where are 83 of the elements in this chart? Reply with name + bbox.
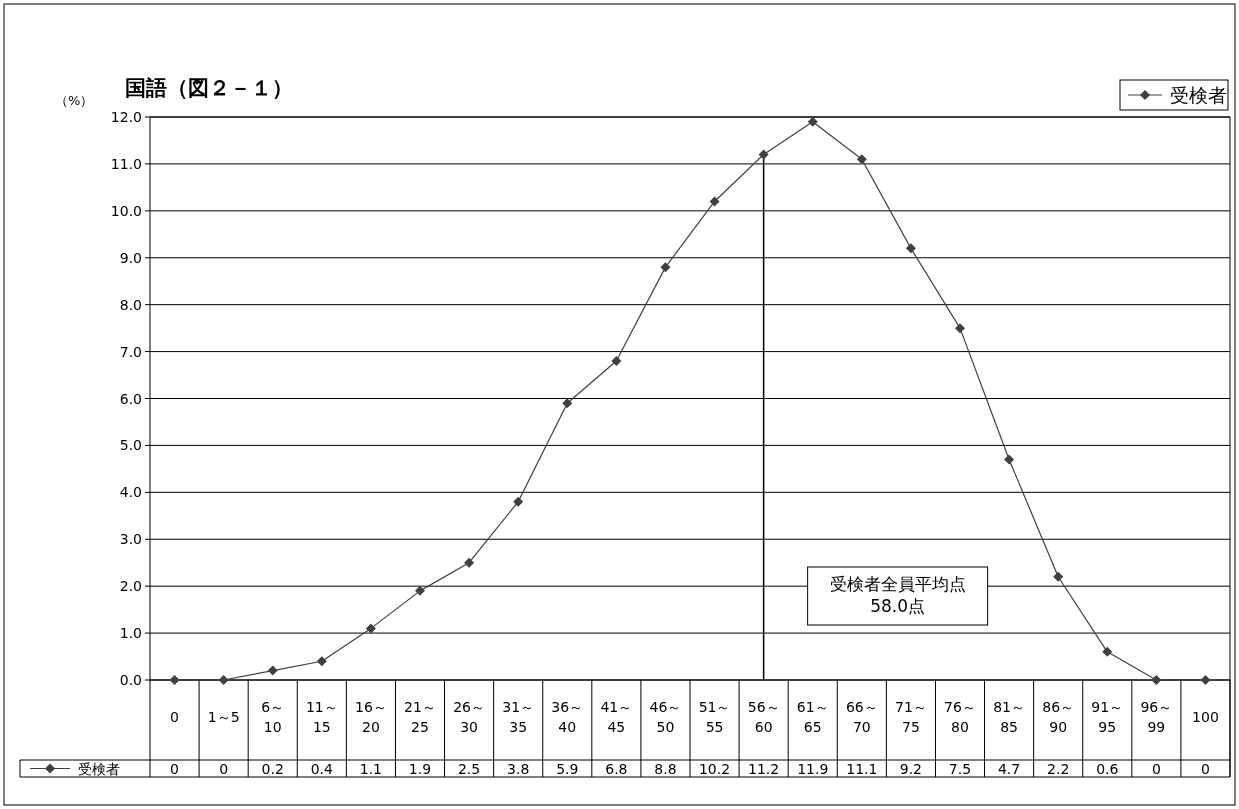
data-label: 9.2 [899,761,923,777]
y-axis-title: （%） [55,93,94,108]
y-tick-label: 2.0 [119,578,142,595]
x-tick-label: 36～40 [551,699,584,735]
point [513,496,524,507]
x-tick-label: 66～70 [845,699,878,735]
y-tick-label: 3.0 [119,531,142,548]
x-tick-label: 26～30 [453,699,485,735]
y-tick-label: 12.0 [110,109,142,125]
point [316,656,327,667]
data-label: 5.9 [556,761,579,777]
point [415,585,425,596]
point [1151,675,1162,685]
data-label: 0.2 [261,761,284,777]
x-tick-label: 71～75 [895,699,927,735]
legend-label: 受検者 [1170,84,1227,106]
data-label: 2.2 [1047,761,1070,777]
data-label: 11.9 [797,761,829,777]
point [905,243,916,254]
point [1004,454,1015,465]
text: 受検者 [78,761,120,777]
point [1200,675,1211,685]
x-tick-label: 16～20 [355,699,387,735]
point [955,323,965,334]
data-label: 0 [219,761,229,777]
ref-line-label: 受検者全員平均点 58.0点 [829,574,966,616]
point [709,196,720,207]
x-tick-label: 31～35 [502,699,535,735]
data-label: 0.6 [1096,761,1119,777]
point [611,355,622,366]
y-tick-label: 0.0 [119,672,142,688]
data-label: 7.5 [948,761,972,777]
data-label: 8.8 [654,761,677,777]
x-tick-label: 91～95 [1091,699,1124,735]
point [267,665,278,676]
data-label: 4.7 [997,761,1021,777]
data-label: 1.1 [359,761,383,777]
data-label: 0 [1151,761,1161,777]
y-tick-label: 10.0 [110,202,142,219]
chart-title: 国語（図２－１） [125,76,293,100]
x-tick-label: 46～50 [649,699,682,735]
point [1053,571,1064,582]
point [856,154,867,165]
x-tick-label: 81～85 [993,699,1026,735]
data-label: 2.5 [457,761,481,777]
x-tick-label: 86～90 [1042,699,1075,735]
point [660,262,671,273]
data-label: 0.4 [310,761,334,777]
data-label: 11.2 [748,761,780,777]
data-label: 1.9 [408,761,432,777]
point [562,398,573,409]
data-label: 6.8 [605,761,628,777]
y-tick-label: 5.0 [119,437,142,454]
point [1102,646,1113,657]
y-tick-label: 9.0 [119,249,142,266]
x-tick-label: 51～55 [698,699,731,735]
data-label: 11.1 [846,761,878,777]
y-tick-label: 6.0 [119,390,142,407]
x-tick-label: 21～25 [404,699,436,735]
data-label: 10.2 [698,761,731,777]
y-tick-label: 1.0 [119,625,142,642]
x-tick-label: 11～15 [305,699,338,735]
x-tick-label: 61～65 [796,699,829,735]
x-tick-label: 76～80 [944,699,976,735]
data-label: 0 [170,761,180,777]
x-tick-label: 6～10 [261,699,285,735]
y-tick-label: 7.0 [119,343,142,360]
data-label: 3.8 [507,761,530,777]
point [169,675,180,685]
x-tick-label: 56～60 [747,699,780,735]
x-tick-label: 96～99 [1140,699,1173,735]
x-tick-label: 41～45 [600,699,633,735]
y-tick-label: 11.0 [110,155,142,172]
point [758,149,769,160]
x-tick-label: 1～5 [207,709,240,725]
x-tick-label: 100 [1192,709,1219,725]
point [218,675,229,685]
y-tick-label: 8.0 [119,296,142,313]
point [464,557,475,568]
data-label: 0 [1200,761,1210,777]
point [365,623,376,634]
y-tick-label: 4.0 [119,484,142,501]
x-tick-label: 0 [170,709,180,725]
